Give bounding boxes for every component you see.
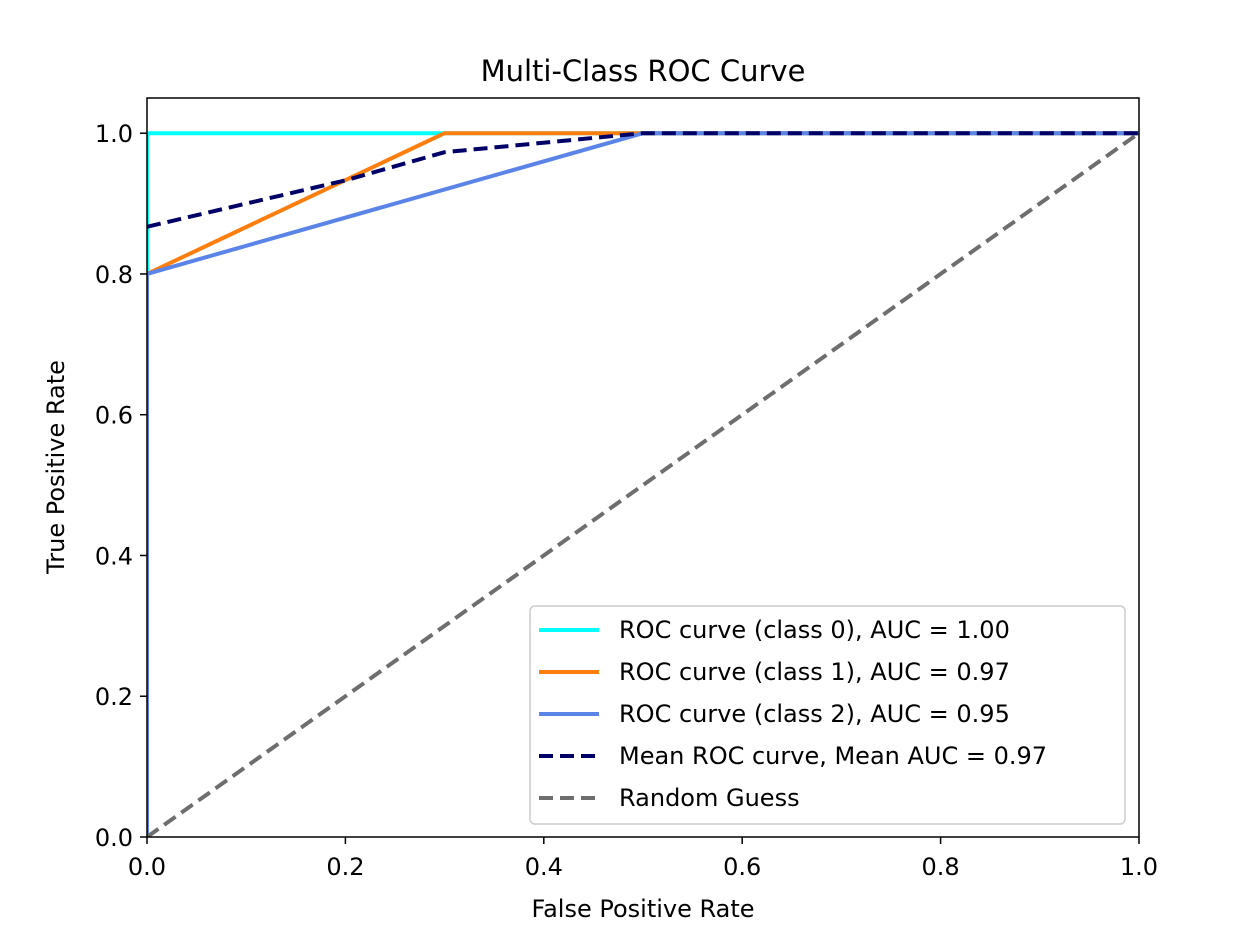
x-tick-label: 1.0 [1120, 853, 1158, 881]
x-tick-label: 0.6 [723, 853, 761, 881]
chart-title: Multi-Class ROC Curve [481, 54, 806, 88]
y-tick-label: 0.2 [95, 683, 133, 711]
legend-entry: ROC curve (class 1), AUC = 0.97 [619, 658, 1010, 686]
legend-entry: Random Guess [619, 784, 800, 812]
y-tick-label: 0.0 [95, 824, 133, 852]
y-axis-label: True Positive Rate [42, 360, 70, 575]
y-axis: 0.0 0.2 0.4 0.6 0.8 1.0 [95, 120, 147, 852]
legend-entry: ROC curve (class 0), AUC = 1.00 [619, 616, 1010, 644]
x-tick-label: 0.4 [525, 853, 563, 881]
plot-frame [146, 97, 1140, 838]
series-line-2 [147, 131, 1139, 837]
y-tick-label: 0.4 [95, 542, 133, 570]
series-layer [147, 131, 1139, 837]
y-tick-label: 0.8 [95, 261, 133, 289]
legend-box [529, 605, 1126, 825]
y-tick-label: 0.6 [95, 402, 133, 430]
legend-entry: ROC curve (class 2), AUC = 0.95 [619, 700, 1010, 728]
x-tick-label: 0.2 [326, 853, 364, 881]
x-tick-label: 0.0 [128, 853, 166, 881]
x-axis: 0.0 0.2 0.4 0.6 0.8 1.0 [128, 837, 1158, 881]
series-line-3 [147, 131, 1139, 229]
x-axis-label: False Positive Rate [531, 895, 754, 923]
y-tick-label: 1.0 [95, 120, 133, 148]
legend: ROC curve (class 0), AUC = 1.00 ROC curve… [529, 605, 1126, 825]
legend-entry: Mean ROC curve, Mean AUC = 0.97 [619, 742, 1047, 770]
x-tick-label: 0.8 [922, 853, 960, 881]
series-line-4 [147, 131, 1139, 837]
